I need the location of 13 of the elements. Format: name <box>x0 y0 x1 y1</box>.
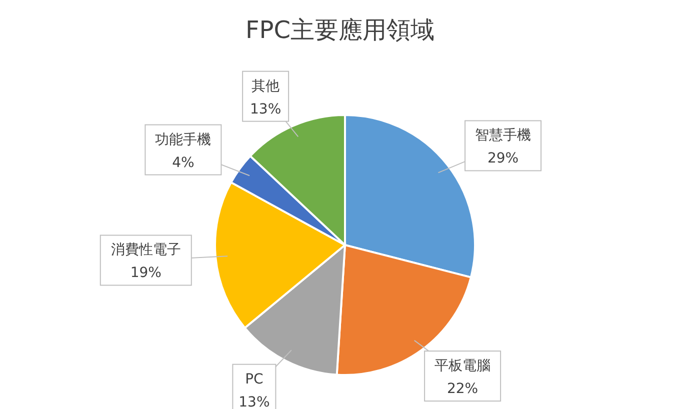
data-label: 19% <box>130 265 162 282</box>
data-label: 13% <box>238 394 270 409</box>
slice-label: 平板電腦 <box>434 358 491 374</box>
slice-label: 功能手機 <box>155 132 212 148</box>
data-label: 13% <box>250 101 282 118</box>
slice-label: 智慧手機 <box>475 128 532 144</box>
data-label: 29% <box>487 150 519 167</box>
data-label: 4% <box>172 154 194 171</box>
slice-label: 其他 <box>252 78 280 94</box>
slice-label: PC <box>245 371 264 388</box>
data-label: 22% <box>446 381 478 398</box>
chart-title: FPC主要應用領域 <box>244 15 436 46</box>
slice-label: 消費性電子 <box>110 242 181 258</box>
